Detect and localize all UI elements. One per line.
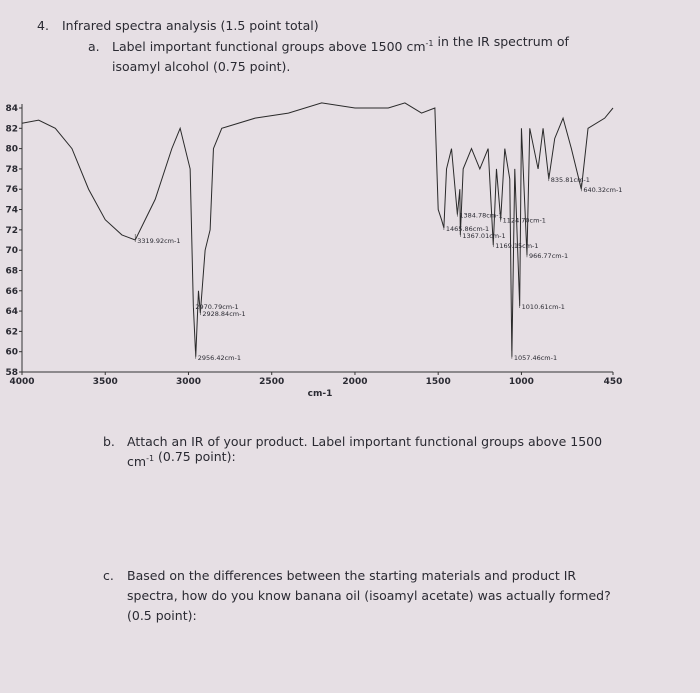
part-line: Attach an IR of your product. Label impo… [127, 434, 602, 449]
y-tick-label: 78 [5, 165, 18, 175]
part-line: spectra, how do you know banana oil (iso… [127, 588, 611, 603]
y-tick-label: 60 [5, 348, 18, 358]
x-tick-label: 2000 [342, 377, 367, 387]
peak-label: 640.32cm-1 [583, 186, 622, 194]
y-tick-label: 80 [5, 145, 18, 155]
text-segment: (0.75 point): [154, 449, 236, 464]
x-axis-title: cm-1 [308, 389, 333, 399]
peak-label: 1124.70cm-1 [503, 217, 546, 225]
y-tick-label: 66 [5, 287, 18, 297]
text-segment: isoamyl alcohol (0.75 point). [112, 59, 290, 74]
peak-label: 1057.46cm-1 [514, 354, 557, 362]
x-tick-label: 4000 [9, 377, 34, 387]
y-tick-label: 84 [5, 104, 18, 114]
superscript: -1 [146, 454, 154, 463]
part-letter: b. [103, 434, 115, 449]
question-title: Infrared spectra analysis (1.5 point tot… [62, 18, 319, 33]
y-tick-label: 58 [5, 368, 18, 378]
peak-label: 2970.79cm-1 [195, 303, 238, 311]
peak-label: 1465.86cm-1 [446, 225, 489, 233]
superscript: -1 [426, 39, 434, 48]
y-tick-label: 70 [5, 246, 18, 256]
part-letter: c. [103, 568, 114, 583]
text-segment: spectra, how do you know banana oil (iso… [127, 588, 611, 603]
part-letter: a. [88, 39, 100, 54]
peak-label: 2956.42cm-1 [198, 354, 241, 362]
peak-label: 1384.78cm-1 [459, 212, 502, 220]
peak-label: 1010.61cm-1 [522, 303, 565, 311]
peak-label: 835.81cm-1 [551, 176, 590, 184]
y-tick-label: 62 [5, 327, 18, 337]
x-tick-label: 1000 [509, 377, 534, 387]
text-segment: cm [127, 454, 146, 469]
part-line: isoamyl alcohol (0.75 point). [112, 59, 290, 74]
y-tick-label: 82 [5, 124, 18, 134]
question-number: 4. [37, 18, 49, 33]
y-tick-label: 76 [5, 185, 18, 195]
x-tick-label: 3000 [176, 377, 201, 387]
x-tick-label: 3500 [93, 377, 118, 387]
peak-label: 3319.92cm-1 [137, 237, 180, 245]
y-tick-label: 64 [5, 307, 18, 317]
peak-label: 2928.84cm-1 [202, 310, 245, 318]
y-tick-label: 74 [5, 206, 18, 216]
text-segment: Based on the differences between the sta… [127, 568, 576, 583]
y-tick-label: 72 [5, 226, 18, 236]
part-line: Based on the differences between the sta… [127, 568, 576, 583]
text-segment: in the IR spectrum of [434, 34, 570, 49]
peak-label: 966.77cm-1 [529, 252, 568, 260]
part-line: cm-1 (0.75 point): [127, 449, 236, 469]
x-tick-label: 1500 [426, 377, 451, 387]
peak-label: 1169.15cm-1 [495, 242, 538, 250]
x-tick-label: 2500 [259, 377, 284, 387]
text-segment: Label important functional groups above … [112, 39, 426, 54]
peak-label: 1367.01cm-1 [462, 232, 505, 240]
text-segment: (0.5 point): [127, 608, 197, 623]
y-tick-label: 68 [5, 266, 18, 276]
text-segment: Attach an IR of your product. Label impo… [127, 434, 602, 449]
part-line: Label important functional groups above … [112, 34, 569, 54]
part-line: (0.5 point): [127, 608, 197, 623]
x-tick-label: 450 [604, 377, 623, 387]
